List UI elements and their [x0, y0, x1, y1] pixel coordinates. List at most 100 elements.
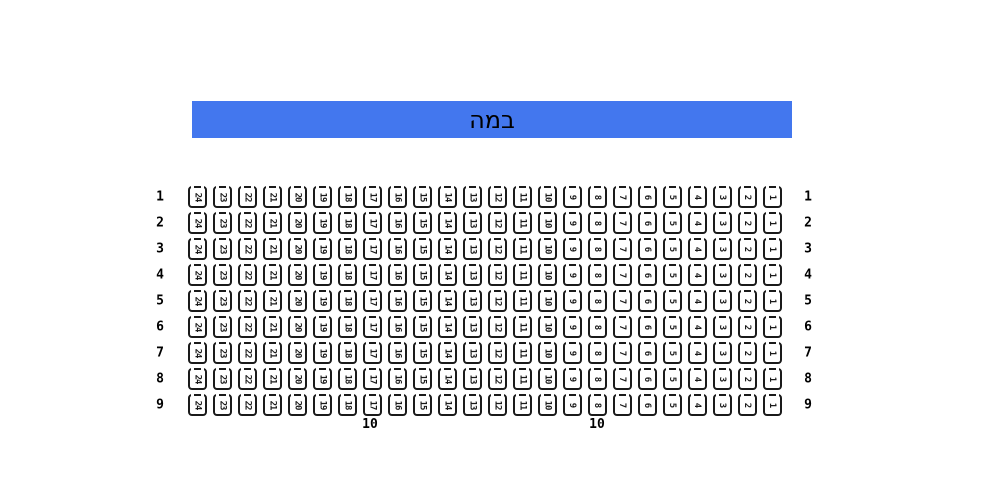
seat-row5-num2[interactable]: 2: [738, 290, 757, 312]
seat-row4-num9[interactable]: 9: [563, 264, 582, 286]
seat-row6-num24[interactable]: 24: [188, 316, 207, 338]
seat-row3-num4[interactable]: 4: [688, 238, 707, 260]
seat-row5-num3[interactable]: 3: [713, 290, 732, 312]
seat-row2-num6[interactable]: 6: [638, 212, 657, 234]
seat-row9-num22[interactable]: 22: [238, 394, 257, 416]
seat-row1-num17[interactable]: 17: [363, 186, 382, 208]
seat-row4-num11[interactable]: 11: [513, 264, 532, 286]
seat-row5-num1[interactable]: 1: [763, 290, 782, 312]
seat-row1-num16[interactable]: 16: [388, 186, 407, 208]
seat-row6-num7[interactable]: 7: [613, 316, 632, 338]
seat-row2-num21[interactable]: 21: [263, 212, 282, 234]
seat-row3-num10[interactable]: 10: [538, 238, 557, 260]
seat-row2-num14[interactable]: 14: [438, 212, 457, 234]
seat-row7-num15[interactable]: 15: [413, 342, 432, 364]
seat-row9-num19[interactable]: 19: [313, 394, 332, 416]
seat-row6-num17[interactable]: 17: [363, 316, 382, 338]
seat-row2-num4[interactable]: 4: [688, 212, 707, 234]
seat-row2-num2[interactable]: 2: [738, 212, 757, 234]
seat-row7-num2[interactable]: 2: [738, 342, 757, 364]
seat-row3-num20[interactable]: 20: [288, 238, 307, 260]
seat-row6-num12[interactable]: 12: [488, 316, 507, 338]
seat-row2-num1[interactable]: 1: [763, 212, 782, 234]
seat-row3-num18[interactable]: 18: [338, 238, 357, 260]
seat-row4-num21[interactable]: 21: [263, 264, 282, 286]
seat-row9-num14[interactable]: 14: [438, 394, 457, 416]
seat-row8-num17[interactable]: 17: [363, 368, 382, 390]
seat-row8-num3[interactable]: 3: [713, 368, 732, 390]
seat-row8-num11[interactable]: 11: [513, 368, 532, 390]
seat-row4-num15[interactable]: 15: [413, 264, 432, 286]
seat-row8-num20[interactable]: 20: [288, 368, 307, 390]
seat-row3-num3[interactable]: 3: [713, 238, 732, 260]
seat-row3-num13[interactable]: 13: [463, 238, 482, 260]
seat-row1-num21[interactable]: 21: [263, 186, 282, 208]
seat-row1-num12[interactable]: 12: [488, 186, 507, 208]
seat-row1-num10[interactable]: 10: [538, 186, 557, 208]
seat-row9-num3[interactable]: 3: [713, 394, 732, 416]
seat-row8-num12[interactable]: 12: [488, 368, 507, 390]
seat-row4-num12[interactable]: 12: [488, 264, 507, 286]
seat-row3-num24[interactable]: 24: [188, 238, 207, 260]
seat-row6-num18[interactable]: 18: [338, 316, 357, 338]
seat-row9-num8[interactable]: 8: [588, 394, 607, 416]
seat-row6-num15[interactable]: 15: [413, 316, 432, 338]
seat-row7-num10[interactable]: 10: [538, 342, 557, 364]
seat-row6-num19[interactable]: 19: [313, 316, 332, 338]
seat-row1-num2[interactable]: 2: [738, 186, 757, 208]
seat-row5-num13[interactable]: 13: [463, 290, 482, 312]
seat-row9-num11[interactable]: 11: [513, 394, 532, 416]
seat-row1-num4[interactable]: 4: [688, 186, 707, 208]
seat-row5-num21[interactable]: 21: [263, 290, 282, 312]
seat-row6-num22[interactable]: 22: [238, 316, 257, 338]
seat-row2-num15[interactable]: 15: [413, 212, 432, 234]
seat-row1-num6[interactable]: 6: [638, 186, 657, 208]
seat-row1-num3[interactable]: 3: [713, 186, 732, 208]
seat-row2-num5[interactable]: 5: [663, 212, 682, 234]
seat-row7-num24[interactable]: 24: [188, 342, 207, 364]
seat-row3-num7[interactable]: 7: [613, 238, 632, 260]
seat-row4-num8[interactable]: 8: [588, 264, 607, 286]
seat-row4-num22[interactable]: 22: [238, 264, 257, 286]
seat-row4-num14[interactable]: 14: [438, 264, 457, 286]
seat-row1-num20[interactable]: 20: [288, 186, 307, 208]
seat-row7-num18[interactable]: 18: [338, 342, 357, 364]
seat-row6-num20[interactable]: 20: [288, 316, 307, 338]
seat-row1-num5[interactable]: 5: [663, 186, 682, 208]
seat-row6-num8[interactable]: 8: [588, 316, 607, 338]
seat-row6-num14[interactable]: 14: [438, 316, 457, 338]
seat-row8-num18[interactable]: 18: [338, 368, 357, 390]
seat-row8-num14[interactable]: 14: [438, 368, 457, 390]
seat-row4-num24[interactable]: 24: [188, 264, 207, 286]
seat-row4-num7[interactable]: 7: [613, 264, 632, 286]
seat-row2-num12[interactable]: 12: [488, 212, 507, 234]
seat-row2-num16[interactable]: 16: [388, 212, 407, 234]
seat-row6-num2[interactable]: 2: [738, 316, 757, 338]
seat-row4-num6[interactable]: 6: [638, 264, 657, 286]
seat-row4-num4[interactable]: 4: [688, 264, 707, 286]
seat-row6-num16[interactable]: 16: [388, 316, 407, 338]
seat-row3-num16[interactable]: 16: [388, 238, 407, 260]
seat-row7-num5[interactable]: 5: [663, 342, 682, 364]
seat-row6-num21[interactable]: 21: [263, 316, 282, 338]
seat-row7-num16[interactable]: 16: [388, 342, 407, 364]
seat-row5-num9[interactable]: 9: [563, 290, 582, 312]
seat-row5-num17[interactable]: 17: [363, 290, 382, 312]
seat-row7-num6[interactable]: 6: [638, 342, 657, 364]
seat-row6-num13[interactable]: 13: [463, 316, 482, 338]
seat-row5-num24[interactable]: 24: [188, 290, 207, 312]
seat-row3-num12[interactable]: 12: [488, 238, 507, 260]
seat-row8-num8[interactable]: 8: [588, 368, 607, 390]
seat-row3-num8[interactable]: 8: [588, 238, 607, 260]
seat-row5-num15[interactable]: 15: [413, 290, 432, 312]
seat-row9-num16[interactable]: 16: [388, 394, 407, 416]
seat-row9-num4[interactable]: 4: [688, 394, 707, 416]
seat-row5-num16[interactable]: 16: [388, 290, 407, 312]
seat-row1-num15[interactable]: 15: [413, 186, 432, 208]
seat-row7-num9[interactable]: 9: [563, 342, 582, 364]
seat-row1-num7[interactable]: 7: [613, 186, 632, 208]
seat-row8-num21[interactable]: 21: [263, 368, 282, 390]
seat-row7-num12[interactable]: 12: [488, 342, 507, 364]
seat-row4-num5[interactable]: 5: [663, 264, 682, 286]
seat-row2-num19[interactable]: 19: [313, 212, 332, 234]
